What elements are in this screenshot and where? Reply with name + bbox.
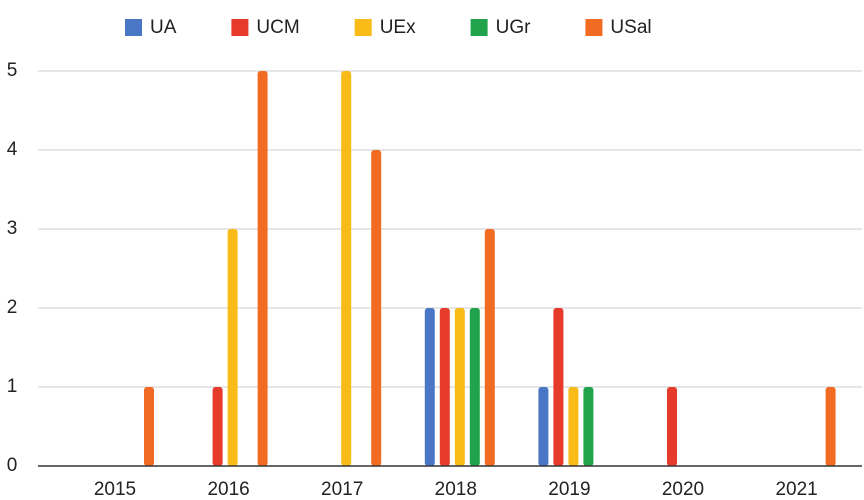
legend-swatch [354, 19, 372, 36]
bar [667, 387, 677, 466]
x-tick-label: 2015 [94, 479, 136, 500]
bar [825, 387, 836, 466]
bar [227, 229, 238, 466]
x-tick-label: 2016 [207, 479, 249, 500]
y-tick-label: 0 [7, 455, 18, 476]
bar [469, 308, 480, 466]
bar [568, 387, 579, 466]
x-tick-label: 2017 [321, 479, 363, 500]
x-tick-label: 2019 [548, 479, 590, 500]
bar [439, 308, 450, 466]
x-tick-label: 2020 [662, 479, 704, 500]
y-tick-label: 2 [7, 297, 18, 318]
legend-swatch [231, 19, 249, 36]
legend-swatch [585, 19, 603, 36]
y-tick-label: 5 [7, 60, 18, 81]
y-tick-label: 4 [7, 139, 18, 160]
legend-swatch [470, 19, 488, 36]
bar [212, 387, 223, 466]
bar [553, 308, 564, 466]
x-tick-label: 2018 [435, 479, 477, 500]
legend-label: UA [150, 17, 177, 38]
legend-label: USal [610, 17, 651, 38]
bar [538, 387, 549, 466]
legend-label: UEx [380, 17, 416, 38]
legend-swatch [125, 19, 142, 36]
y-tick-label: 3 [7, 218, 18, 239]
bar [424, 308, 435, 466]
bar [371, 150, 382, 466]
legend-label: UCM [256, 17, 299, 38]
y-tick-label: 1 [7, 376, 18, 397]
bar [484, 229, 495, 466]
bar [583, 387, 594, 466]
legend-label: UGr [496, 17, 532, 38]
x-tick-label: 2021 [775, 479, 817, 500]
bar [144, 387, 154, 466]
bar [454, 308, 465, 466]
bar [257, 71, 268, 466]
bar [341, 71, 352, 466]
